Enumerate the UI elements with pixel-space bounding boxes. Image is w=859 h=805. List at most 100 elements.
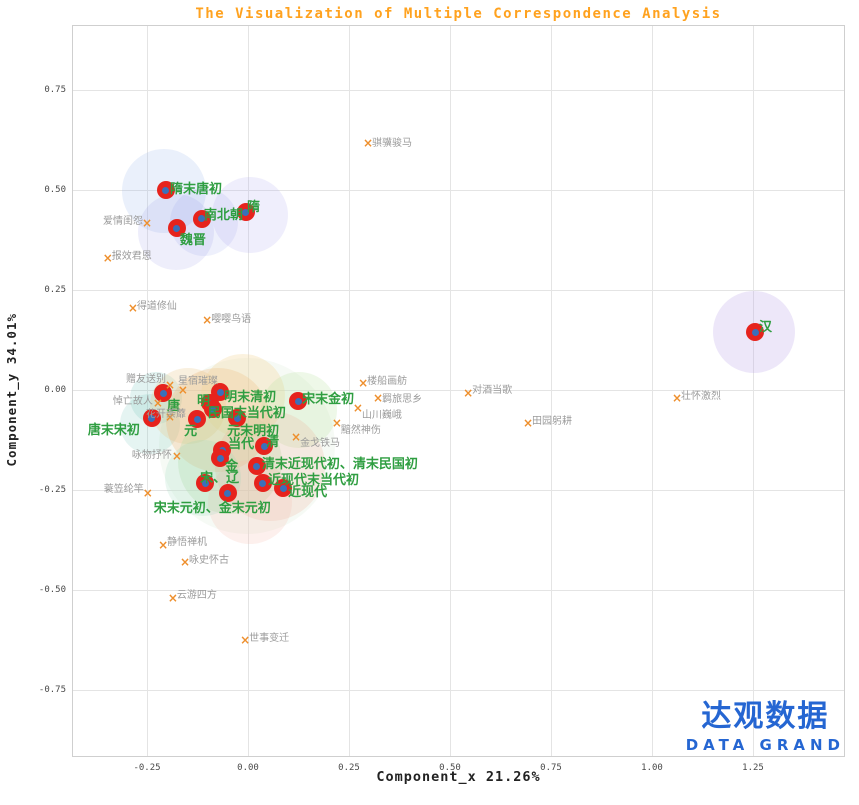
theme-x-marker: ×	[152, 396, 163, 411]
theme-label: 爱情闺怨	[103, 215, 143, 227]
theme-label: 咏物抒怀	[131, 450, 172, 461]
point-center-dot	[173, 224, 181, 232]
theme-x-marker: ×	[167, 591, 178, 605]
theme-label: 嘤嘤鸟语	[211, 314, 252, 325]
theme-label: 得道修仙	[136, 301, 177, 312]
category-point	[274, 479, 293, 497]
point-center-dot	[148, 414, 156, 422]
y-tick-label: -0.75	[38, 685, 66, 695]
y-tick-label: -0.50	[38, 585, 66, 595]
theme-x-marker: ×	[463, 386, 474, 401]
theme-x-marker: ×	[102, 251, 113, 265]
point-center-dot	[233, 414, 241, 422]
theme-label: 楼船画舫	[367, 375, 408, 387]
category-label: 唐末宋初	[87, 423, 140, 438]
y-tick-label: 0.50	[44, 185, 66, 195]
category-label: 明	[197, 394, 211, 410]
category-label: 宋末金初	[302, 392, 355, 408]
point-center-dot	[159, 389, 167, 397]
category-point	[156, 181, 175, 199]
point-center-dot	[198, 215, 206, 223]
category-point	[196, 474, 215, 493]
theme-x-marker: ×	[179, 555, 190, 569]
theme-label: 赠友送别	[126, 373, 167, 385]
theme-label: 山川巍峨	[361, 410, 402, 421]
category-label: 隋末唐初	[169, 182, 222, 197]
category-label: 宋末元初、金末元初	[153, 501, 271, 517]
x-gridline	[349, 25, 350, 757]
point-center-dot	[751, 328, 759, 336]
point-center-dot	[260, 442, 268, 450]
theme-label: 黯然神伤	[340, 425, 381, 437]
theme-x-marker: ×	[202, 313, 213, 327]
category-point	[236, 203, 255, 221]
theme-x-marker: ×	[373, 391, 384, 405]
point-center-dot	[294, 397, 302, 405]
category-label: 近现代末当代初	[267, 473, 359, 489]
theme-label: 报效君恩	[111, 251, 152, 262]
category-label: 清	[266, 435, 280, 450]
theme-label: 悼亡故人	[112, 396, 153, 408]
cluster-bubble	[215, 411, 325, 521]
x-tick-label: 0.25	[338, 763, 360, 773]
theme-x-marker: ×	[331, 416, 342, 431]
category-label: 清末近现代初、清末民国初	[261, 457, 418, 472]
y-gridline	[72, 290, 845, 291]
category-label: 魏晋	[179, 233, 206, 248]
theme-x-marker: ×	[127, 301, 138, 315]
cluster-bubble	[159, 358, 335, 534]
category-label: 唐	[167, 399, 181, 415]
category-label: 元	[184, 424, 198, 440]
theme-x-marker: ×	[164, 377, 176, 392]
x-tick-label: 1.00	[641, 763, 663, 773]
x-gridline	[450, 25, 451, 757]
chart-title: The Visualization of Multiple Correspond…	[195, 6, 722, 22]
category-label: 元末明初	[227, 424, 280, 439]
x-tick-label: 0.00	[237, 763, 259, 773]
x-gridline	[248, 25, 249, 757]
category-point	[167, 219, 186, 237]
point-center-dot	[259, 479, 267, 487]
x-gridline	[147, 25, 148, 757]
x-tick-label: 0.75	[540, 763, 562, 773]
category-point	[203, 400, 222, 419]
theme-x-marker: ×	[352, 401, 363, 415]
category-label: 近现代	[288, 485, 328, 500]
category-label: 宋、辽	[200, 471, 240, 487]
category-point	[142, 409, 161, 427]
y-tick-label: 0.25	[44, 285, 66, 295]
y-gridline	[72, 590, 845, 591]
x-gridline	[551, 25, 552, 757]
x-tick-label: 0.50	[439, 763, 461, 773]
category-label: 明末清初	[224, 390, 277, 405]
x-axis-label: Component_x 21.26%	[376, 769, 541, 785]
theme-x-marker: ×	[358, 375, 369, 390]
point-center-dot	[201, 479, 209, 487]
theme-x-marker: ×	[171, 449, 182, 463]
datagrand-logo: 达观数据 DATA GRAND	[686, 700, 845, 755]
category-point	[289, 392, 308, 411]
y-tick-label: -0.25	[38, 485, 66, 495]
theme-x-marker: ×	[291, 430, 302, 445]
category-point	[188, 410, 207, 429]
category-point	[255, 437, 274, 455]
category-point	[192, 209, 211, 228]
theme-label: 田园躬耕	[531, 416, 572, 428]
category-point	[154, 384, 173, 403]
theme-label: 星宿璀璨	[177, 376, 218, 387]
category-label: 隋	[246, 200, 260, 215]
x-tick-label: -0.25	[133, 763, 161, 773]
category-label: 南北朝	[203, 207, 243, 223]
x-gridline	[652, 25, 653, 757]
theme-label: 羁旅思乡	[382, 394, 423, 405]
theme-x-marker: ×	[522, 416, 533, 431]
theme-x-marker: ×	[141, 215, 153, 230]
category-point	[218, 484, 237, 503]
theme-x-marker: ×	[158, 538, 169, 553]
category-label: 民国末当代初	[207, 406, 286, 422]
point-center-dot	[279, 484, 287, 492]
point-center-dot	[253, 462, 261, 470]
theme-label: 壮怀激烈	[681, 391, 722, 402]
